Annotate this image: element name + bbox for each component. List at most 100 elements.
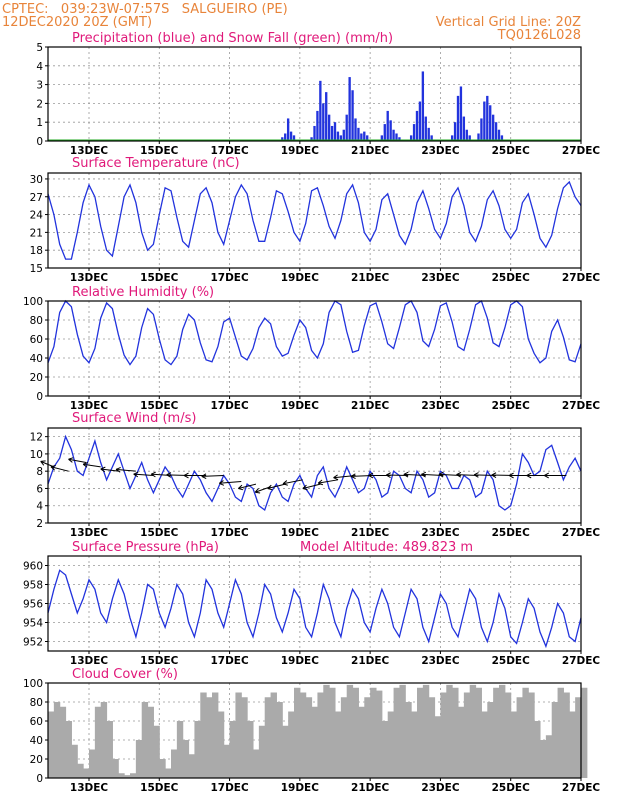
cloud-bar — [212, 692, 219, 778]
cloud-bar — [440, 692, 447, 778]
cloud-bar — [504, 692, 512, 778]
wind-arrow — [282, 479, 303, 486]
wind-arrow — [100, 466, 119, 473]
cloud-bar — [270, 692, 277, 778]
wind-arrow — [237, 483, 257, 491]
cloud-bar — [288, 711, 295, 778]
wind-ytick-label: 6 — [36, 483, 43, 495]
cloud-cover-panel: Cloud Cover (%) 0 20 40 60 80 100 13DEC 15DEC 17D… — [23, 667, 600, 794]
precip-bar — [430, 135, 433, 141]
cloud-bar — [469, 684, 477, 778]
humidity-ytick-label: 100 — [23, 296, 43, 308]
cloud-bar — [493, 687, 500, 778]
cloud-ytick-label: 60 — [30, 716, 43, 728]
cloud-bar — [247, 721, 254, 778]
cloud-bar — [229, 721, 236, 778]
cloud-bar — [188, 754, 195, 778]
temperature-ytick-label: 15 — [30, 263, 43, 275]
precip-bar — [462, 116, 466, 141]
cloud-bar — [557, 687, 564, 778]
precip-bar — [345, 114, 348, 141]
pressure-line — [47, 569, 582, 649]
cloud-bar — [475, 687, 482, 778]
cloud-ytick-label: 80 — [30, 697, 43, 709]
cloud-bar — [130, 773, 137, 778]
cloud-frame — [47, 682, 582, 779]
pressure-ytick-label: 954 — [23, 618, 43, 630]
cloud-xtick-label: 17DEC — [210, 782, 249, 794]
cloud-bar — [147, 706, 154, 778]
precip-bar — [366, 135, 369, 141]
header-station: CPTEC: 039:23W-07:57S SALGUEIRO (PE) — [2, 2, 288, 17]
cloud-bar — [299, 692, 307, 778]
wind-arrow — [544, 472, 567, 479]
cloud-bar — [323, 684, 330, 778]
precip-bar — [316, 110, 319, 141]
cloud-bar — [276, 702, 283, 778]
cloud-xtick-label: 21DEC — [351, 782, 390, 794]
precip-ytick-label: 5 — [36, 42, 43, 54]
precip-bar — [386, 110, 389, 141]
cloud-bar — [305, 697, 313, 778]
cloud-bar — [83, 768, 90, 778]
temperature-xtick-label: 15DEC — [140, 272, 179, 284]
cloud-bar — [399, 684, 406, 778]
precip-xtick-label: 23DEC — [421, 145, 460, 157]
humidity-xtick-label: 17DEC — [210, 400, 249, 412]
wind-xtick-label: 15DEC — [140, 527, 179, 539]
wind-arrow — [82, 462, 101, 468]
header-model: TQ0126L028 — [497, 28, 581, 43]
humidity-xtick-label: 27DEC — [562, 400, 601, 412]
precip-bar — [351, 90, 354, 141]
cloud-bar — [118, 773, 125, 778]
cloud-bar — [340, 697, 348, 778]
humidity-xtick-label: 21DEC — [351, 400, 390, 412]
precip-frame — [47, 46, 582, 142]
cloud-bar — [335, 711, 342, 778]
precip-bar — [427, 127, 430, 141]
cloud-xtick-label: 15DEC — [140, 782, 179, 794]
cloud-bar — [428, 697, 436, 778]
precip-bar — [363, 131, 366, 141]
cloud-bar — [100, 702, 108, 778]
cloud-bar — [48, 711, 55, 778]
precip-bar — [483, 101, 486, 141]
cloud-bar — [352, 687, 359, 778]
wind-arrow — [219, 480, 242, 486]
precip-bar — [450, 135, 454, 141]
cloud-bar — [206, 697, 213, 778]
cloud-bar — [159, 759, 166, 778]
cloud-bar — [241, 697, 248, 778]
temperature-ytick-label: 24 — [30, 210, 44, 222]
precip-bar — [348, 77, 351, 141]
precip-bar — [354, 118, 357, 141]
cloud-xtick-label: 27DEC — [562, 782, 601, 794]
cloud-bar — [94, 706, 102, 778]
precip-bar — [357, 127, 360, 141]
wind-arrow — [317, 479, 339, 486]
pressure-ytick-label: 952 — [23, 637, 43, 649]
humidity-xtick-label: 25DEC — [492, 400, 531, 412]
precip-bar — [456, 95, 460, 141]
cloud-bar — [176, 721, 184, 778]
cloud-bar — [458, 706, 465, 778]
precip-bar — [418, 101, 422, 141]
precip-bar — [281, 137, 284, 141]
cloud-bar — [387, 711, 395, 778]
cloud-bar — [346, 684, 354, 778]
precip-bar — [491, 114, 495, 141]
cloud-bar — [463, 692, 471, 778]
temperature-panel: Surface Temperature (nC) 15 18 21 24 27 30 13DE… — [30, 156, 601, 284]
cloud-bar — [446, 684, 453, 778]
precip-xtick-label: 17DEC — [210, 145, 249, 157]
humidity-ytick-label: 40 — [30, 353, 43, 365]
cloud-bar — [481, 711, 488, 778]
precip-bar — [286, 118, 290, 141]
pressure-title: Surface Pressure (hPa) — [72, 540, 219, 555]
cloud-bar — [411, 711, 418, 778]
cloud-bar — [71, 744, 78, 778]
precip-xtick-label: 21DEC — [351, 145, 390, 157]
precip-bar — [424, 116, 427, 141]
wind-line — [47, 434, 582, 512]
humidity-frame — [47, 300, 582, 397]
